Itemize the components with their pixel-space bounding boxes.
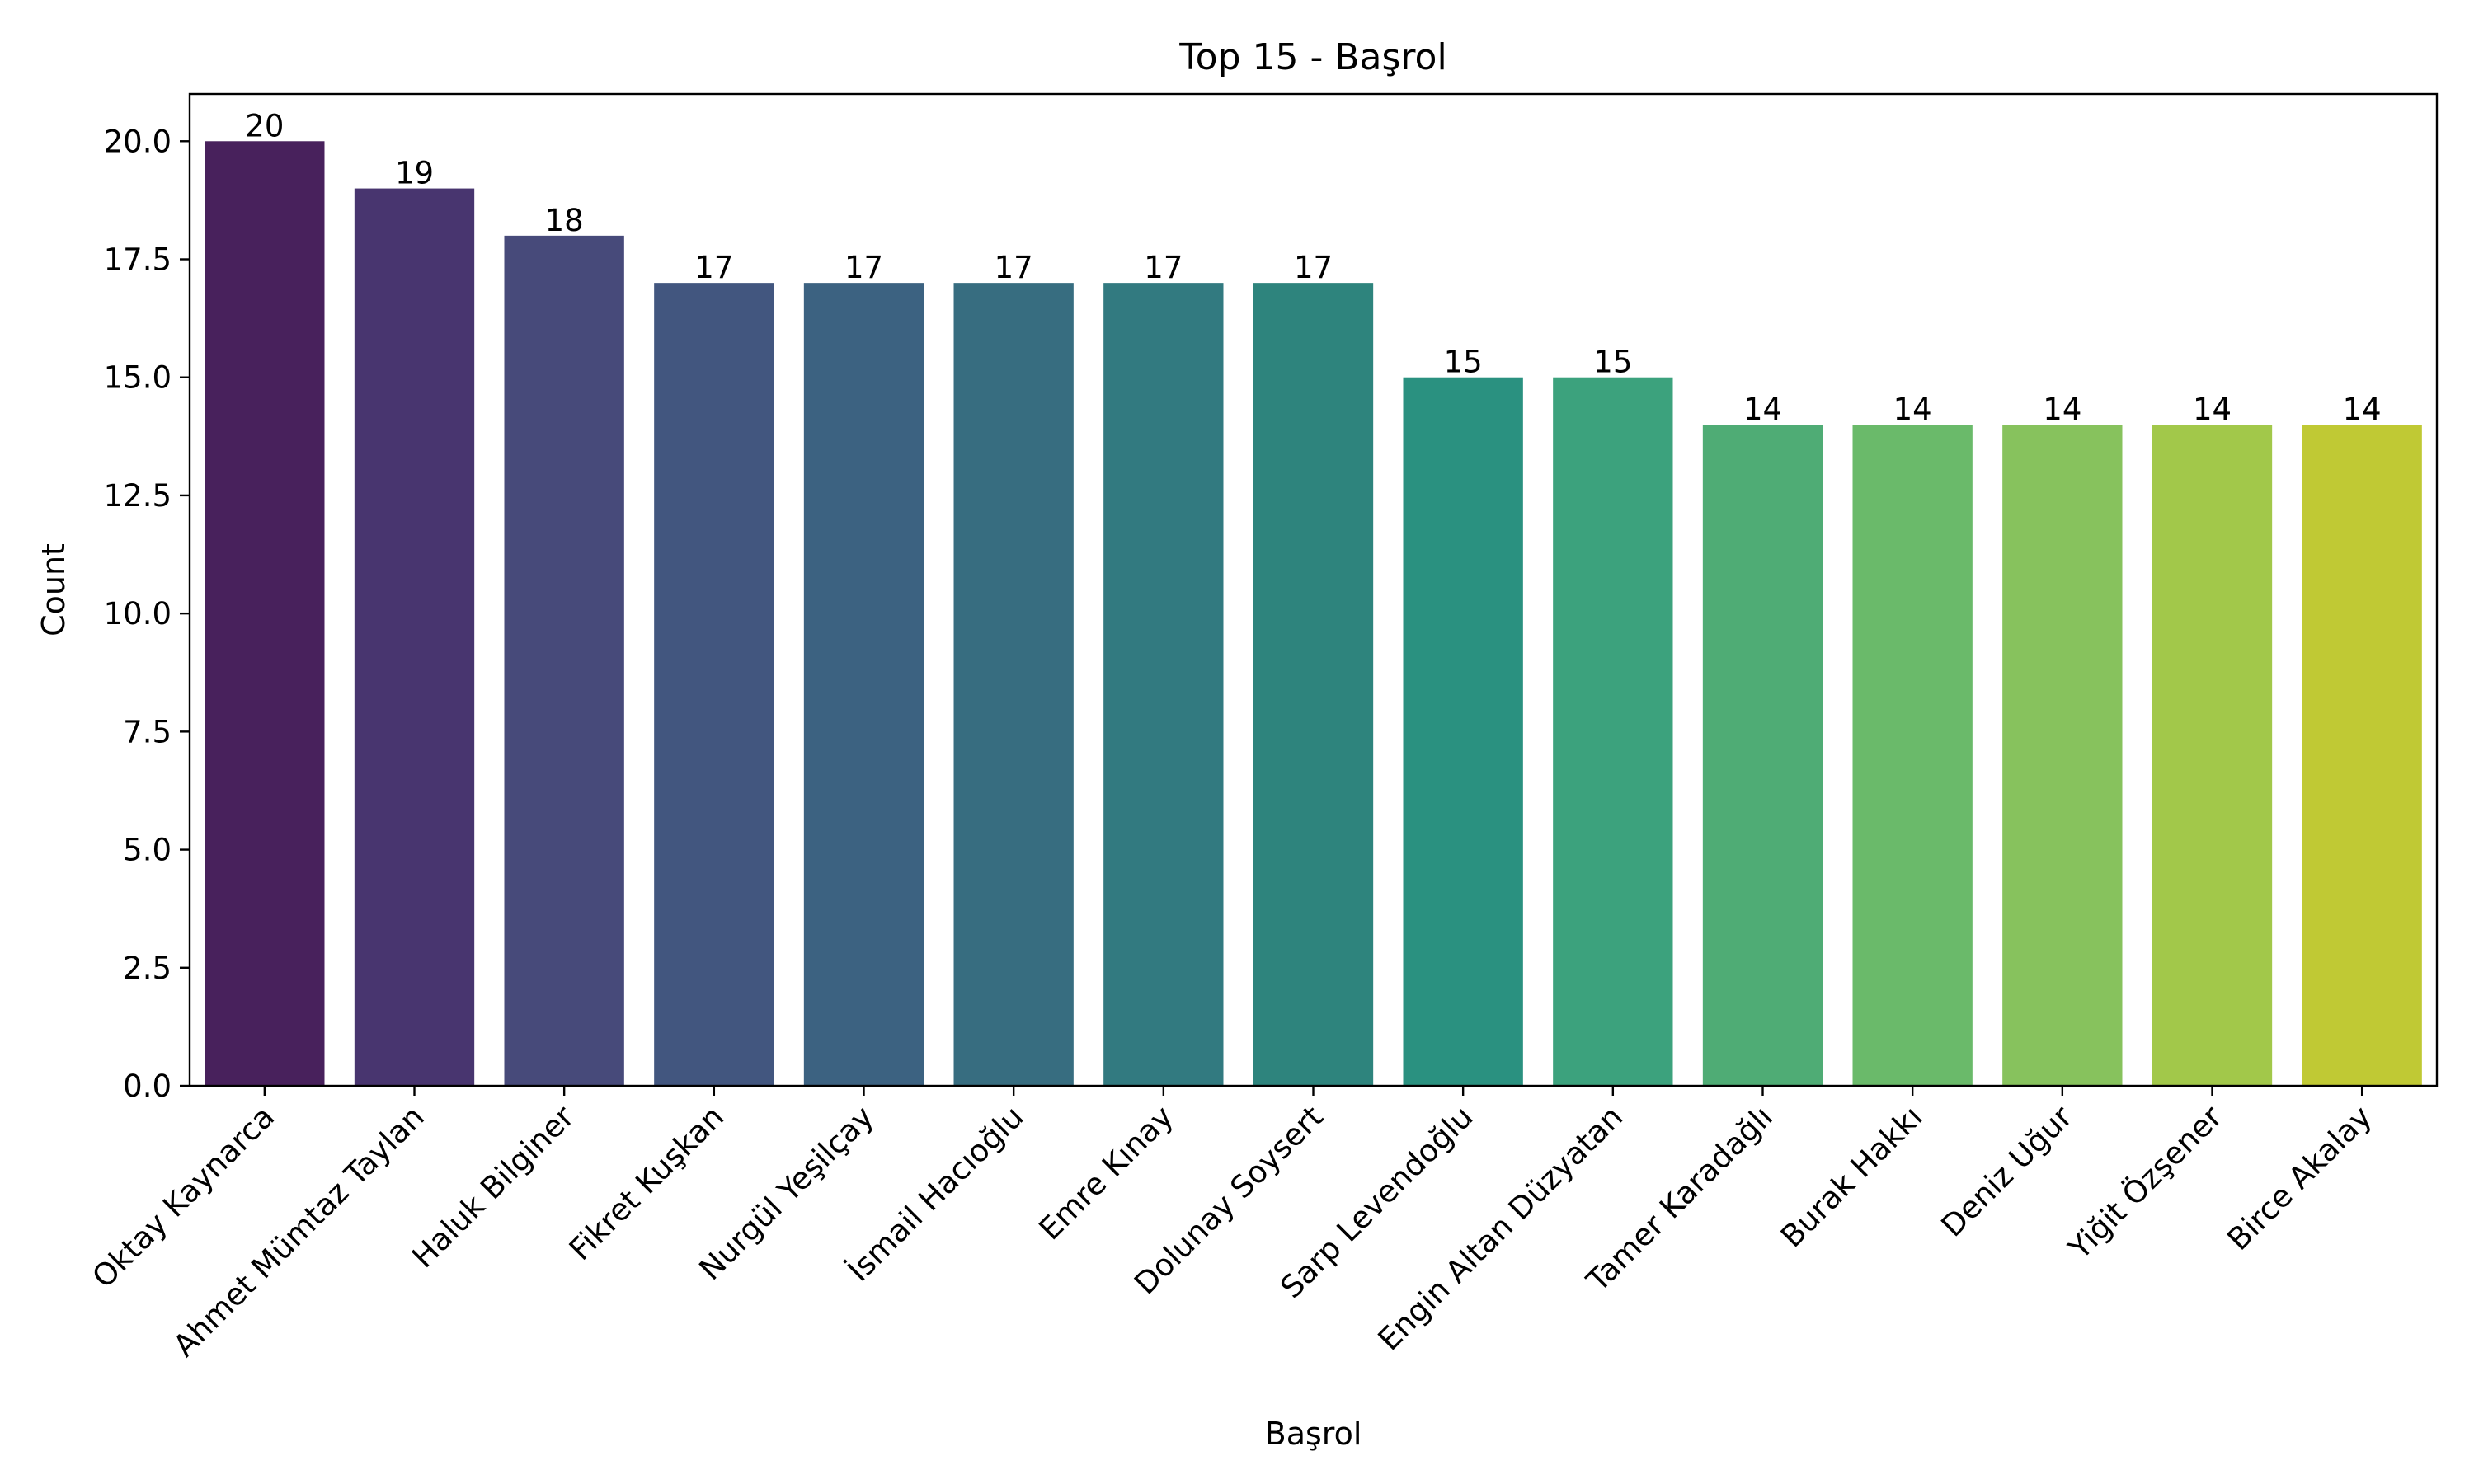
bar-value-label: 20: [245, 108, 284, 143]
bar-10: [1553, 377, 1673, 1086]
bar-value-label: 14: [2193, 392, 2232, 427]
x-tick-label: Emre Kınay: [1032, 1099, 1181, 1247]
bar-value-label: 15: [1593, 345, 1632, 380]
x-tick-label: Burak Hakkı: [1774, 1099, 1929, 1254]
plot-frame: [188, 92, 2439, 1087]
bar-value-label: 17: [694, 250, 733, 285]
bars: 20 19 18 17 17 17 17 17 15 15 14 14 14 14 14: [205, 108, 2422, 1087]
bar-value-label: 17: [995, 250, 1033, 285]
bar-value-label: 17: [1294, 250, 1333, 285]
bar-9: [1403, 377, 1523, 1086]
bar-13: [2002, 425, 2123, 1086]
y-tick-label: 20.0: [104, 124, 172, 159]
y-tick-label: 5.0: [123, 833, 172, 868]
bar-value-label: 15: [1444, 345, 1483, 380]
bar-1: [205, 141, 325, 1086]
bar-value-label: 17: [1144, 250, 1183, 285]
bar-value-label: 17: [844, 250, 883, 285]
bar-11: [1702, 425, 1823, 1086]
y-tick-label: 10.0: [104, 596, 172, 632]
bar-value-label: 14: [1743, 392, 1782, 427]
x-tick-label: Birce Akalay: [2221, 1099, 2379, 1257]
y-tick-label: 7.5: [123, 714, 172, 749]
bar-value-label: 14: [2343, 392, 2382, 427]
x-tick-label: Ahmet Mümtaz Taylan: [167, 1099, 431, 1364]
bar-6: [953, 283, 1074, 1087]
y-tick-label: 15.0: [104, 360, 172, 396]
chart-title: Top 15 - Başrol: [1178, 36, 1446, 78]
y-tick-label: 12.5: [104, 478, 172, 514]
bar-3: [504, 235, 624, 1086]
x-tick-label: Deniz Uğur: [1935, 1098, 2080, 1243]
bar-15: [2302, 425, 2422, 1086]
y-tick-label: 0.0: [123, 1068, 172, 1104]
bar-14: [2152, 425, 2273, 1086]
bar-value-label: 14: [1893, 392, 1932, 427]
x-tick-label: Yiğit Özşener: [2061, 1098, 2229, 1266]
y-axis: 0.0 2.5 5.0 7.5 10.0 12.5 15.0 17.5 20.0: [104, 124, 190, 1104]
x-tick-label: Haluk Bilginer: [405, 1098, 581, 1275]
x-axis-label: Başrol: [1265, 1416, 1362, 1452]
bar-5: [803, 283, 924, 1087]
bar-4: [654, 283, 774, 1087]
bar-2: [354, 188, 475, 1087]
y-axis-label: Count: [35, 543, 72, 636]
x-tick-label: Fikret Kuşkan: [562, 1099, 731, 1267]
bar-value-label: 14: [2043, 392, 2081, 427]
x-tick-label: Engin Altan Düzyatan: [1371, 1099, 1630, 1358]
y-tick-label: 2.5: [123, 951, 172, 986]
y-tick-label: 17.5: [104, 242, 172, 278]
bar-value-label: 19: [395, 156, 434, 191]
bar-value-label: 18: [545, 203, 584, 238]
bar-8: [1253, 283, 1374, 1087]
bar-12: [1852, 425, 1973, 1086]
bar-7: [1103, 283, 1224, 1087]
